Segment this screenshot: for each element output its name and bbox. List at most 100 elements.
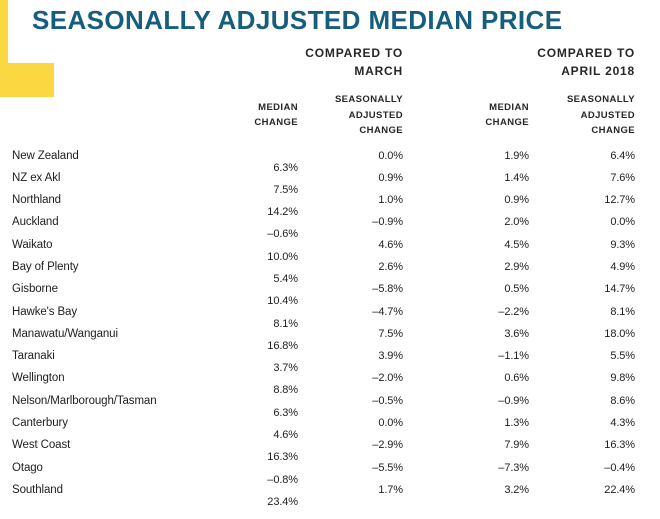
- group-header-april-2018: COMPARED TO APRIL 2018: [529, 44, 635, 80]
- value-cell: –0.6%: [267, 228, 298, 241]
- value-cell: 8.6%: [610, 394, 635, 407]
- group-header-line: COMPARED TO: [305, 46, 403, 60]
- value-cell: 2.0%: [504, 216, 529, 229]
- table-row: Manawatu/Wanganui 7.5% 3.6% 18.0% 16.8%: [12, 327, 635, 352]
- region-label: Southland: [12, 483, 63, 496]
- table-row: West Coast –2.9% 7.9% 16.3% 16.3%: [12, 439, 635, 464]
- column-header-median-change-2: MEDIAN CHANGE: [485, 101, 529, 129]
- region-label: Canterbury: [12, 417, 68, 430]
- group-header-line: APRIL 2018: [561, 64, 635, 78]
- value-cell: 8.1%: [273, 317, 298, 330]
- value-cell: –4.7%: [372, 305, 403, 318]
- table-row: Canterbury 0.0% 1.3% 4.3% 4.6%: [12, 417, 635, 442]
- value-cell: 3.7%: [273, 362, 298, 375]
- table-row: Northland 1.0% 0.9% 12.7% 14.2%: [12, 194, 635, 219]
- value-cell: 7.6%: [610, 171, 635, 184]
- group-header-line: MARCH: [354, 64, 403, 78]
- group-header-march: COMPARED TO MARCH: [298, 44, 403, 80]
- value-cell: 6.3%: [273, 161, 298, 174]
- region-label: Otago: [12, 461, 43, 474]
- value-cell: 1.9%: [504, 149, 529, 162]
- value-cell: –5.8%: [372, 283, 403, 296]
- value-cell: 0.5%: [504, 283, 529, 296]
- yellow-accent-bar: [0, 0, 8, 97]
- value-cell: 23.4%: [267, 495, 298, 508]
- value-cell: 8.1%: [610, 305, 635, 318]
- value-cell: –0.4%: [604, 461, 635, 474]
- region-label: Bay of Plenty: [12, 260, 79, 273]
- value-cell: –2.0%: [372, 372, 403, 385]
- value-cell: 2.6%: [378, 260, 403, 273]
- value-cell: 10.4%: [267, 295, 298, 308]
- value-cell: 16.3%: [267, 451, 298, 464]
- region-label: West Coast: [12, 439, 71, 452]
- table-row: Auckland –0.9% 2.0% 0.0% –0.6%: [12, 216, 635, 241]
- region-label: Hawke's Bay: [12, 305, 78, 318]
- region-label: Waikato: [12, 238, 53, 251]
- region-label: Northland: [12, 194, 61, 207]
- value-cell: 7.5%: [378, 327, 403, 340]
- value-cell: 2.9%: [504, 260, 529, 273]
- value-cell: –7.3%: [498, 461, 529, 474]
- value-cell: –2.9%: [372, 439, 403, 452]
- value-cell: 1.3%: [504, 417, 529, 430]
- group-header-row: COMPARED TO MARCH COMPARED TO APRIL 2018: [12, 44, 635, 80]
- value-cell: 1.4%: [504, 171, 529, 184]
- value-cell: 12.7%: [604, 194, 635, 207]
- region-label: Wellington: [12, 372, 65, 385]
- table-body: New Zealand 0.0% 1.9% 6.4% 6.3% NZ ex Ak…: [12, 149, 635, 508]
- value-cell: 5.5%: [610, 350, 635, 363]
- value-cell: –0.5%: [372, 394, 403, 407]
- page-title: SEASONALLY ADJUSTED MEDIAN PRICE: [32, 5, 563, 35]
- value-cell: 3.9%: [378, 350, 403, 363]
- value-cell: 0.9%: [378, 171, 403, 184]
- value-cell: –0.9%: [498, 394, 529, 407]
- value-cell: 1.7%: [378, 483, 403, 496]
- value-cell: 4.6%: [273, 429, 298, 442]
- value-cell: 3.2%: [504, 483, 529, 496]
- value-cell: 8.8%: [273, 384, 298, 397]
- value-cell: –2.2%: [498, 305, 529, 318]
- value-cell: –1.1%: [498, 350, 529, 363]
- value-cell: 3.6%: [504, 327, 529, 340]
- value-cell: 4.6%: [378, 238, 403, 251]
- value-cell: 16.8%: [267, 339, 298, 352]
- value-cell: 9.8%: [610, 372, 635, 385]
- value-cell: 0.9%: [504, 194, 529, 207]
- value-cell: 6.3%: [273, 406, 298, 419]
- value-cell: 4.5%: [504, 238, 529, 251]
- table-row: Bay of Plenty 2.6% 2.9% 4.9% 5.4%: [12, 260, 635, 285]
- region-label: Gisborne: [12, 283, 58, 296]
- value-cell: 22.4%: [604, 483, 635, 496]
- column-header-seasonally-adjusted-2: SEASONALLY ADJUSTED CHANGE: [566, 94, 635, 136]
- value-cell: 4.9%: [610, 260, 635, 273]
- table-row: Southland 1.7% 3.2% 22.4% 23.4%: [12, 483, 635, 508]
- value-cell: 14.2%: [267, 206, 298, 219]
- yellow-accent-foot: [0, 63, 54, 97]
- value-cell: 1.0%: [378, 194, 403, 207]
- value-cell: 5.4%: [273, 272, 298, 285]
- table-row: Waikato 4.6% 4.5% 9.3% 10.0%: [12, 238, 635, 263]
- region-label: New Zealand: [12, 149, 79, 162]
- value-cell: 16.3%: [604, 439, 635, 452]
- table-row: Hawke's Bay –4.7% –2.2% 8.1% 8.1%: [12, 305, 635, 330]
- value-cell: 10.0%: [267, 250, 298, 263]
- value-cell: 9.3%: [610, 238, 635, 251]
- median-price-table: COMPARED TO MARCH COMPARED TO APRIL 2018…: [12, 44, 635, 508]
- column-header-row: MEDIAN CHANGE SEASONALLY ADJUSTED CHANGE…: [12, 92, 635, 139]
- region-label: Auckland: [12, 216, 59, 229]
- table-row: Gisborne –5.8% 0.5% 14.7% 10.4%: [12, 283, 635, 308]
- column-header-median-change-1: MEDIAN CHANGE: [254, 101, 298, 129]
- region-label: Manawatu/Wanganui: [12, 327, 118, 340]
- table-row: Otago –5.5% –7.3% –0.4% –0.8%: [12, 461, 635, 486]
- value-cell: 0.0%: [378, 149, 403, 162]
- table-row: Nelson/Marlborough/Tasman –0.5% –0.9% 8.…: [12, 394, 635, 419]
- value-cell: 14.7%: [604, 283, 635, 296]
- column-header-seasonally-adjusted-1: SEASONALLY ADJUSTED CHANGE: [334, 94, 403, 136]
- group-header-line: COMPARED TO: [537, 46, 635, 60]
- value-cell: 7.9%: [504, 439, 529, 452]
- value-cell: 18.0%: [604, 327, 635, 340]
- value-cell: –5.5%: [372, 461, 403, 474]
- value-cell: 6.4%: [610, 149, 635, 162]
- value-cell: 0.6%: [504, 372, 529, 385]
